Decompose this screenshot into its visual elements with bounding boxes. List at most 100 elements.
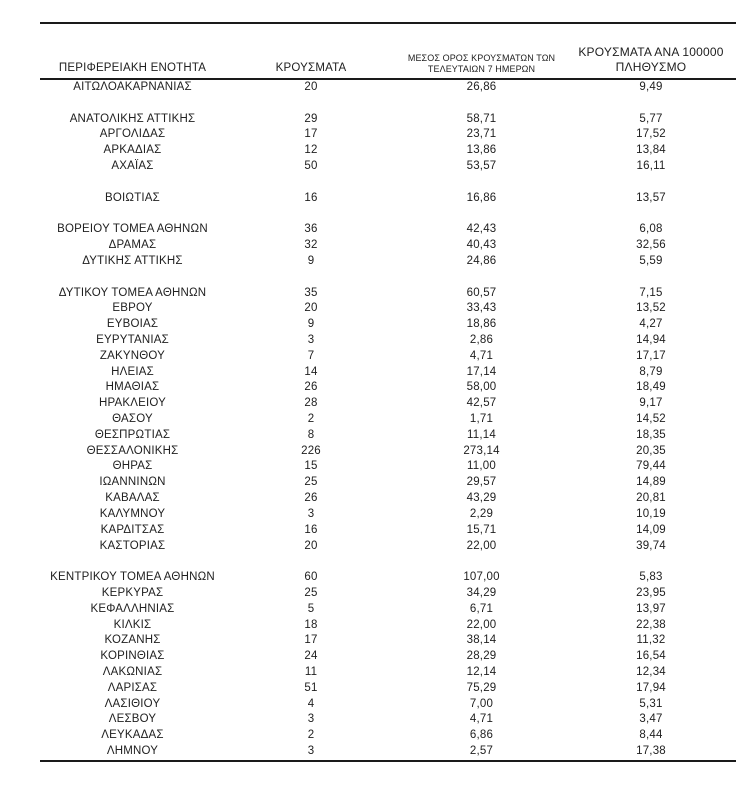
cell-per100k: 23,95 — [636, 586, 666, 599]
header-cases-label: ΚΡΟΥΣΜΑΤΑ — [275, 61, 347, 74]
cell-avg7: 42,43 — [466, 223, 497, 236]
cell-per100k: 17,17 — [636, 349, 666, 362]
cell-per100k: 8,79 — [639, 365, 663, 378]
table-row: ΕΒΡΟΥ 20 33,43 13,52 — [40, 301, 736, 317]
cell-cases: 17 — [304, 634, 318, 647]
cell-avg7: 7,00 — [469, 697, 494, 710]
cell-region: ΕΒΡΟΥ — [112, 302, 153, 315]
table-row: ΗΜΑΘΙΑΣ 26 58,00 18,49 — [40, 380, 736, 396]
cell-avg7: 24,86 — [466, 254, 497, 267]
cell-region: ΑΙΤΩΛΟΑΚΑΡΝΑΝΙΑΣ — [73, 81, 192, 93]
cell-cases: 26 — [304, 381, 318, 394]
cell-cases: 16 — [304, 191, 318, 204]
table-row: ΗΡΑΚΛΕΙΟΥ 28 42,57 9,17 — [40, 396, 736, 412]
cell-per100k: 13,52 — [636, 302, 666, 315]
header-per100k-label-line1: ΚΡΟΥΣΜΑΤΑ ΑΝΑ 100000 — [578, 45, 724, 59]
table-row: ΑΡΓΟΛΙΔΑΣ 17 23,71 17,52 — [40, 127, 736, 143]
cell-avg7: 6,86 — [469, 729, 494, 742]
cell-per100k: 4,27 — [639, 318, 663, 331]
cell-per100k: 14,89 — [636, 476, 666, 489]
table-spacer-row — [40, 554, 736, 570]
cell-per100k: 13,84 — [636, 144, 666, 157]
table-row: ΚΑΛΥΜΝΟΥ 3 2,29 10,19 — [40, 507, 736, 523]
cell-per100k: 13,57 — [636, 191, 666, 204]
cell-cases: 8 — [307, 428, 315, 441]
cell-avg7: 13,86 — [466, 144, 497, 157]
cell-cases: 11 — [304, 665, 318, 678]
cell-avg7: 53,57 — [466, 160, 497, 173]
header-per100k: ΚΡΟΥΣΜΑΤΑ ΑΝΑ 100000 ΠΛΗΘΥΣΜΟ — [566, 23, 736, 80]
cell-cases: 17 — [304, 128, 318, 141]
cell-avg7: 12,14 — [466, 665, 497, 678]
cell-per100k: 3,47 — [639, 713, 663, 726]
cell-cases: 20 — [304, 302, 318, 315]
cell-region: ΒΟΙΩΤΙΑΣ — [104, 191, 160, 204]
table-row: ΗΛΕΙΑΣ 14 17,14 8,79 — [40, 365, 736, 381]
cell-cases: 16 — [304, 523, 318, 536]
cell-avg7: 60,57 — [466, 286, 497, 299]
cell-region: ΘΗΡΑΣ — [112, 460, 153, 473]
table-row: ΔΡΑΜΑΣ 32 40,43 32,56 — [40, 238, 736, 254]
cell-per100k: 8,44 — [639, 729, 663, 742]
cell-per100k: 20,81 — [636, 492, 666, 505]
cell-region: ΒΟΡΕΙΟΥ ΤΟΜΕΑ ΑΘΗΝΩΝ — [57, 223, 208, 236]
cell-region: ΘΑΣΟΥ — [112, 413, 153, 425]
cell-per100k: 12,34 — [636, 665, 666, 678]
cell-per100k: 17,52 — [636, 128, 666, 141]
cell-cases: 51 — [304, 681, 318, 694]
cell-region: ΚΕΝΤΡΙΚΟΥ ΤΟΜΕΑ ΑΘΗΝΩΝ — [50, 571, 215, 584]
table-row: ΘΕΣΣΑΛΟΝΙΚΗΣ 226 273,14 20,35 — [40, 444, 736, 460]
table-row: ΚΕΦΑΛΛΗΝΙΑΣ 5 6,71 13,97 — [40, 602, 736, 618]
covid-cases-table: ΠΕΡΙΦΕΡΕΙΑΚΗ ΕΝΟΤΗΤΑ ΚΡΟΥΣΜΑΤΑ ΜΕΣΟΣ ΟΡΟ… — [40, 22, 736, 762]
cell-per100k: 79,44 — [636, 460, 666, 473]
cell-cases: 35 — [304, 286, 318, 299]
cell-cases: 9 — [307, 254, 315, 267]
table-row: ΚΑΡΔΙΤΣΑΣ 16 15,71 14,09 — [40, 523, 736, 539]
cell-avg7: 4,71 — [469, 713, 494, 726]
cell-per100k: 18,49 — [636, 381, 666, 394]
cell-avg7: 26,86 — [466, 81, 497, 93]
cell-avg7: 40,43 — [466, 239, 497, 252]
table-row: ΙΩΑΝΝΙΝΩΝ 25 29,57 14,89 — [40, 475, 736, 491]
cell-avg7: 6,71 — [469, 602, 494, 615]
table-header: ΠΕΡΙΦΕΡΕΙΑΚΗ ΕΝΟΤΗΤΑ ΚΡΟΥΣΜΑΤΑ ΜΕΣΟΣ ΟΡΟ… — [40, 23, 736, 80]
table-row: ΛΑΡΙΣΑΣ 51 75,29 17,94 — [40, 681, 736, 697]
cell-avg7: 58,71 — [466, 112, 497, 125]
header-cases: ΚΡΟΥΣΜΑΤΑ — [225, 23, 397, 80]
cell-region: ΘΕΣΣΑΛΟΝΙΚΗΣ — [86, 444, 179, 457]
table-row: ΚΟΖΑΝΗΣ 17 38,14 11,32 — [40, 633, 736, 649]
table-row: ΚΟΡΙΝΘΙΑΣ 24 28,29 16,54 — [40, 649, 736, 665]
table-row: ΚΑΒΑΛΑΣ 26 43,29 20,81 — [40, 491, 736, 507]
cell-cases: 36 — [304, 223, 318, 236]
cell-region: ΕΥΡΥΤΑΝΙΑΣ — [96, 333, 169, 346]
cell-region: ΛΑΣΙΘΙΟΥ — [104, 697, 161, 710]
cell-avg7: 38,14 — [466, 634, 497, 647]
table-row: ΚΙΛΚΙΣ 18 22,00 22,38 — [40, 618, 736, 634]
table-row: ΛΑΚΩΝΙΑΣ 11 12,14 12,34 — [40, 665, 736, 681]
cell-cases: 50 — [304, 160, 318, 173]
cell-cases: 60 — [304, 571, 318, 584]
cell-per100k: 13,97 — [636, 602, 666, 615]
cell-region: ΚΙΛΚΙΣ — [113, 618, 152, 631]
cell-cases: 5 — [307, 602, 315, 615]
header-row: ΠΕΡΙΦΕΡΕΙΑΚΗ ΕΝΟΤΗΤΑ ΚΡΟΥΣΜΑΤΑ ΜΕΣΟΣ ΟΡΟ… — [40, 23, 736, 80]
cell-per100k: 14,09 — [636, 523, 666, 536]
cell-cases: 12 — [304, 144, 318, 157]
cell-cases: 20 — [304, 81, 318, 93]
cell-per100k: 18,35 — [636, 428, 666, 441]
cell-avg7: 107,00 — [463, 571, 500, 584]
cell-avg7: 34,29 — [466, 586, 497, 599]
cell-avg7: 22,00 — [466, 539, 497, 552]
table-row: ΛΕΣΒΟΥ 3 4,71 3,47 — [40, 712, 736, 728]
cell-cases: 15 — [304, 460, 318, 473]
header-avg7-label-line1: ΜΕΣΟΣ ΟΡΟΣ ΚΡΟΥΣΜΑΤΩΝ ΤΩΝ — [407, 52, 556, 63]
table-row: ΘΕΣΠΡΩΤΙΑΣ 8 11,14 18,35 — [40, 428, 736, 444]
cell-region: ΚΕΦΑΛΛΗΝΙΑΣ — [90, 602, 175, 615]
cell-region: ΛΕΥΚΑΔΑΣ — [101, 729, 164, 742]
table-row: ΒΟΙΩΤΙΑΣ 16 16,86 13,57 — [40, 191, 736, 207]
cell-avg7: 11,14 — [467, 428, 496, 441]
cell-avg7: 2,57 — [469, 745, 494, 758]
cell-avg7: 33,43 — [466, 302, 497, 315]
cell-cases: 18 — [304, 618, 318, 631]
